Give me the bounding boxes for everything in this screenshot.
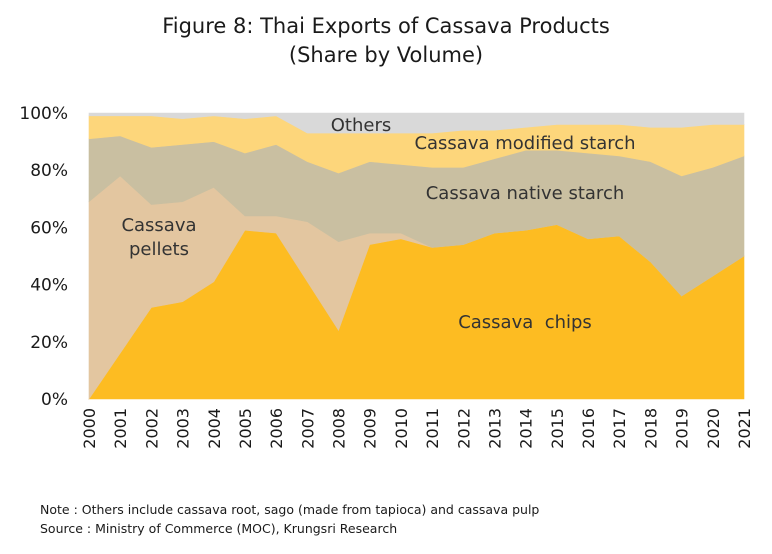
x-tick-label: 2006 xyxy=(267,408,286,449)
area-label-cassava-pellets: Cassava pellets xyxy=(121,215,196,260)
x-tick-label: 2002 xyxy=(142,408,161,449)
y-tick-label: 20% xyxy=(30,333,68,353)
chart-title: Figure 8: Thai Exports of Cassava Produc… xyxy=(0,12,772,70)
chart-title-main: Figure 8: Thai Exports of Cassava Produc… xyxy=(162,14,610,38)
x-tick-label: 2007 xyxy=(298,408,317,449)
x-tick-label: 2021 xyxy=(735,408,754,449)
x-tick-label: 2013 xyxy=(485,408,504,449)
chart-subtitle: (Share by Volume) xyxy=(288,43,484,67)
y-tick-label: 80% xyxy=(30,161,68,181)
x-tick-label: 2011 xyxy=(423,408,442,449)
x-tick-label: 2015 xyxy=(548,408,567,449)
y-tick-label: 40% xyxy=(30,276,68,296)
y-tick-label: 60% xyxy=(30,218,68,238)
x-tick-label: 2010 xyxy=(392,408,411,449)
x-tick-label: 2003 xyxy=(174,408,193,449)
y-axis: 0% 20% 40% 60% 80% 100% xyxy=(19,104,68,410)
area-others xyxy=(88,112,745,134)
x-tick-label: 2008 xyxy=(330,408,349,449)
source-line: Source : Ministry of Commerce (MOC), Kru… xyxy=(40,521,398,536)
x-tick-label: 2000 xyxy=(80,408,99,449)
area-layers xyxy=(88,112,745,400)
area-label-cassava-chips: Cassava chips xyxy=(458,312,592,333)
area-label-cassava-native-starch: Cassava native starch xyxy=(426,183,625,204)
area-labels: Cassava chips Cassava pellets Cassava nativ… xyxy=(121,115,635,333)
x-tick-label: 2019 xyxy=(673,408,692,449)
x-tick-label: 2014 xyxy=(517,408,536,449)
x-tick-label: 2012 xyxy=(454,408,473,449)
x-axis: 2000 2001 2002 2003 2004 2005 2006 2007 2008 2009… xyxy=(80,408,754,449)
y-tick-label: 100% xyxy=(19,104,68,124)
x-tick-label: 2017 xyxy=(610,408,629,449)
x-tick-label: 2016 xyxy=(579,408,598,449)
x-tick-label: 2020 xyxy=(704,408,723,449)
area-label-cassava-modified-starch: Cassava modified starch xyxy=(414,133,635,154)
area-label-others: Others xyxy=(331,115,392,136)
y-tick-label: 0% xyxy=(41,390,68,410)
x-tick-label: 2018 xyxy=(641,408,660,449)
x-tick-label: 2009 xyxy=(361,408,380,449)
x-tick-label: 2005 xyxy=(236,408,255,449)
x-tick-label: 2004 xyxy=(205,408,224,449)
x-tick-label: 2001 xyxy=(111,408,130,449)
footnote: Note : Others include cassava root, sago… xyxy=(40,502,540,517)
